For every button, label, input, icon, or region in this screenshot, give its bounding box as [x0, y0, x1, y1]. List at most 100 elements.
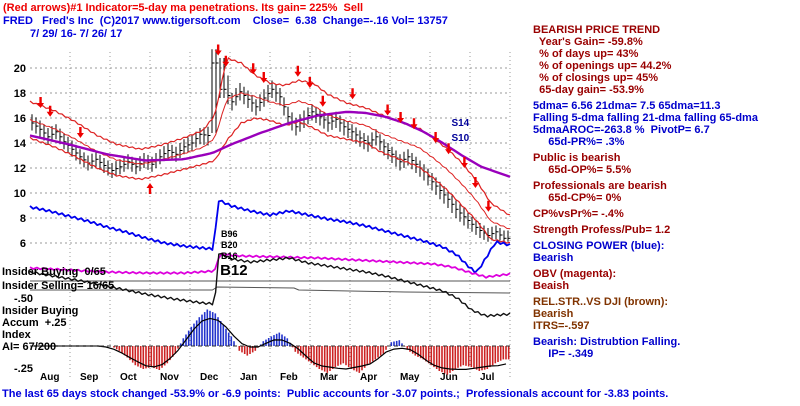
ai-bar	[462, 346, 465, 366]
buy-signal-label: B12	[220, 262, 248, 279]
ai-bar	[486, 346, 489, 369]
ai-bar	[225, 328, 227, 346]
sell-arrow-icon	[296, 65, 300, 73]
panel-block: Professionals are bearish 65d-CP%= 0%	[533, 180, 799, 204]
ai-value-label: AI= 67/200	[2, 341, 57, 353]
ai-bar	[433, 346, 435, 368]
sell-arrow-icon	[447, 143, 450, 150]
ai-bar	[179, 343, 182, 346]
ai-bar	[342, 346, 345, 364]
ai-bar	[315, 346, 318, 368]
ai-bar	[131, 346, 134, 363]
ai-bar	[187, 330, 190, 346]
price-tick-label: 12	[14, 163, 26, 175]
insider-selling-label: Insider Selling= 16/65	[2, 280, 115, 292]
sell-arrow-icon	[484, 206, 492, 212]
month-label: Nov	[160, 372, 179, 383]
panel-line: IP= -.349	[533, 348, 594, 360]
sell-arrow-icon	[79, 127, 82, 134]
sell-arrow-icon	[222, 61, 230, 67]
ai-bar	[379, 346, 382, 356]
ai-bar	[145, 346, 147, 369]
ai-bar	[150, 346, 153, 368]
ai-bar	[305, 346, 307, 360]
panel-line: 5dma= 6.56 21dma= 7.5 65dma=11.3	[533, 100, 721, 112]
panel-block: CLOSING POWER (blue): Bearish	[533, 240, 799, 264]
ai-bar	[369, 346, 371, 364]
ai-bar	[470, 346, 473, 368]
ai-bar	[417, 346, 419, 357]
ai-bar	[435, 346, 438, 369]
ai-bar	[182, 338, 185, 346]
ai-bar	[438, 346, 441, 371]
sell-signal-label: S14	[451, 118, 469, 129]
month-label: Dec	[200, 372, 219, 383]
ai-bar	[478, 346, 481, 371]
sell-arrow-icon	[384, 110, 392, 116]
ai-bar	[371, 346, 374, 362]
ai-bar	[491, 346, 494, 366]
ai-bar	[350, 346, 353, 369]
buy-signal-label: B16	[221, 251, 238, 261]
month-label: Jan	[240, 372, 257, 383]
panel-line: Beaish	[533, 280, 570, 292]
ai-bar	[355, 346, 358, 372]
ai-bar	[377, 346, 379, 358]
ai-bar	[323, 346, 326, 372]
ai-bar	[334, 346, 337, 368]
minus-25-level-label: -.25	[14, 363, 33, 375]
ai-bar	[278, 332, 281, 346]
sell-arrow-icon	[260, 78, 268, 83]
ai-bar	[497, 346, 499, 362]
ai-signal-line	[34, 317, 507, 370]
index-label: Index	[2, 329, 31, 341]
ai-bar	[163, 346, 166, 366]
ai-bar	[475, 346, 478, 370]
month-label: Mar	[320, 372, 338, 383]
ai-bar	[363, 346, 366, 368]
ai-bar	[169, 346, 171, 361]
month-label: Apr	[360, 372, 377, 383]
ai-bar	[291, 346, 294, 348]
buy-arrow-icon	[148, 187, 152, 194]
ai-bar	[481, 346, 483, 371]
ai-bar	[211, 312, 214, 346]
ai-bar	[507, 346, 510, 360]
ai-bar	[129, 346, 131, 361]
panel-line: % of closings up= 45%	[533, 72, 659, 84]
ai-bar	[161, 346, 163, 368]
panel-line: % of openings up= 44.2%	[533, 60, 672, 72]
panel-line: Bearish	[533, 252, 574, 264]
buy-signal-label: B20	[221, 240, 238, 250]
sell-arrow-icon	[432, 138, 440, 143]
panel-block: Public is bearish 65d-OP%= 5.5%	[533, 152, 799, 176]
minus-50-level-label: -.50	[14, 293, 33, 305]
sell-arrow-icon	[262, 72, 265, 79]
ai-bar	[153, 346, 155, 369]
ai-bar	[190, 326, 193, 346]
panel-line: Professionals are bearish	[533, 180, 667, 192]
ai-bar	[390, 342, 393, 346]
panel-block: CP%vsPr%= -.4%	[533, 208, 799, 220]
ai-bar	[294, 346, 297, 352]
sell-arrow-icon	[46, 111, 54, 117]
ai-bar	[251, 346, 254, 353]
buy-arrow-icon	[146, 183, 154, 188]
ai-bar	[318, 346, 321, 369]
ai-bar	[419, 346, 422, 359]
ai-bar	[217, 317, 219, 346]
ai-bar	[483, 346, 486, 370]
buy-signal-label: B96	[221, 229, 238, 239]
ai-bar	[441, 346, 443, 373]
ai-bar	[113, 346, 115, 348]
month-label: Oct	[120, 372, 137, 383]
ai-bar	[385, 346, 387, 350]
panel-line: CLOSING POWER (blue):	[533, 240, 665, 252]
ai-bar	[193, 323, 195, 346]
ai-bar	[201, 314, 203, 346]
month-label: Feb	[280, 372, 298, 383]
analysis-panel: BEARISH PRICE TREND Year's Gain= -59.8% …	[533, 24, 799, 364]
ai-bar	[339, 346, 342, 365]
ai-bar	[195, 320, 198, 346]
